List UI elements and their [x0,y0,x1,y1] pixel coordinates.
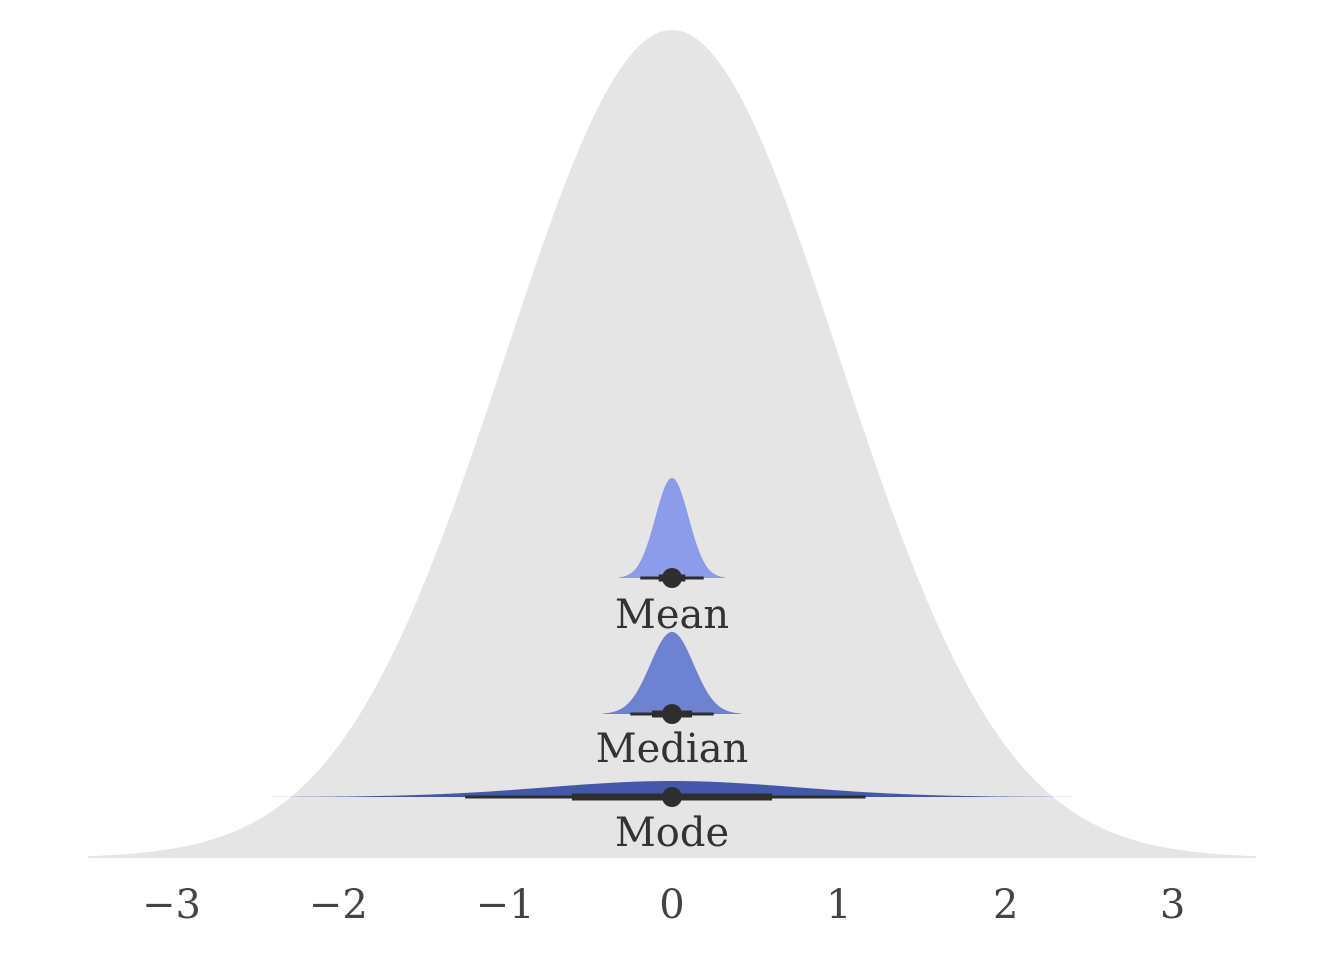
x-tick-label: 1 [826,882,851,928]
x-tick-label: 0 [659,882,684,928]
background-normal-density [88,30,1256,858]
x-tick-label: −2 [309,882,368,928]
density-mean [618,478,726,578]
distribution-series: Mean Median Mode [271,478,1073,856]
series-mode: Mode [271,781,1073,856]
x-axis: −3 −2 −1 0 1 2 3 [142,882,1185,928]
label-mean: Mean [615,592,729,638]
point-estimate-mode [662,787,682,807]
x-tick-label: −1 [476,882,535,928]
x-tick-label: 3 [1160,882,1185,928]
series-median: Median [596,632,749,772]
label-mode: Mode [615,810,729,856]
x-tick-label: 2 [993,882,1018,928]
label-median: Median [596,726,749,772]
series-mean: Mean [615,478,729,638]
density-median [602,632,742,714]
x-tick-label: −3 [142,882,201,928]
point-estimate-mean [662,568,682,588]
point-estimate-median [662,704,682,724]
